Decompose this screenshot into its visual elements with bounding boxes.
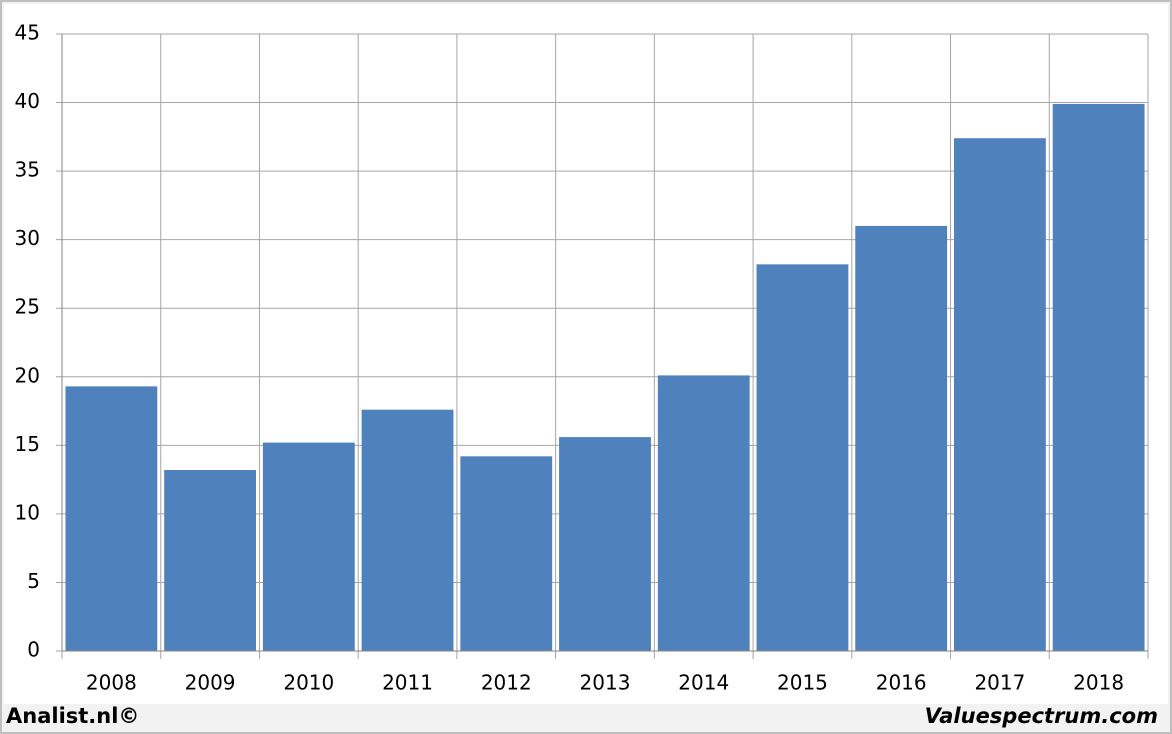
y-tick-label: 45: [15, 21, 40, 45]
y-tick-label: 25: [15, 295, 40, 319]
x-tick-label: 2018: [1073, 671, 1124, 695]
credit-right: Valuespectrum.com: [925, 704, 1158, 728]
x-tick-label: 2017: [974, 671, 1025, 695]
x-tick-label: 2009: [185, 671, 236, 695]
bar: [361, 409, 454, 651]
bar: [65, 386, 158, 651]
x-tick-label: 2012: [481, 671, 532, 695]
bar: [657, 375, 750, 651]
x-tick-label: 2008: [86, 671, 137, 695]
y-tick-label: 15: [15, 432, 40, 456]
y-tick-label: 30: [15, 226, 40, 250]
bar: [855, 225, 948, 651]
bar: [262, 442, 355, 651]
x-tick-label: 2014: [678, 671, 729, 695]
y-tick-label: 35: [15, 158, 40, 182]
y-tick-label: 20: [15, 363, 40, 387]
x-tick-label: 2010: [283, 671, 334, 695]
y-tick-label: 0: [27, 638, 40, 662]
bar: [559, 437, 651, 651]
bar: [164, 470, 256, 651]
y-tick-label: 5: [27, 569, 40, 593]
x-tick-label: 2011: [382, 671, 433, 695]
x-tick-label: 2013: [580, 671, 631, 695]
x-tick-label: 2016: [876, 671, 927, 695]
x-tick-label: 2015: [777, 671, 828, 695]
y-tick-label: 10: [15, 500, 40, 524]
bar: [954, 138, 1046, 651]
credit-left: Analist.nl©: [6, 704, 139, 728]
bar: [756, 264, 849, 651]
y-tick-label: 40: [15, 89, 40, 113]
bar: [1052, 103, 1145, 652]
bar: [460, 456, 553, 651]
